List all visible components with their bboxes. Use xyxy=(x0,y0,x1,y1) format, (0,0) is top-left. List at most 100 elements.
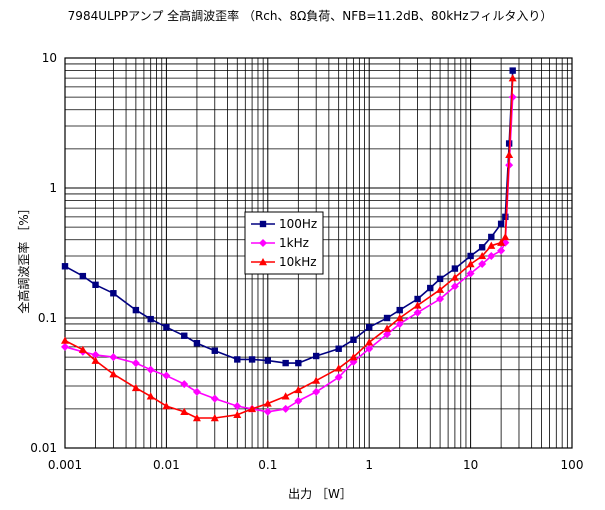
data-point xyxy=(466,269,475,278)
data-point xyxy=(147,315,154,323)
data-point xyxy=(509,67,516,74)
legend-label: 10kHz xyxy=(279,255,317,269)
x-tick-label: 0.1 xyxy=(258,458,277,472)
data-point xyxy=(162,402,171,410)
data-point xyxy=(192,414,201,422)
legend-label: 1kHz xyxy=(279,236,309,250)
data-point xyxy=(413,301,422,309)
data-point xyxy=(248,356,256,363)
data-point xyxy=(451,265,459,272)
data-point xyxy=(350,336,357,343)
chart-title: 7984ULPPアンプ 全高調波歪率 （Rch、8Ω負荷、NFB=11.2dB、… xyxy=(68,8,553,23)
tick-labels: 0.001 0.01 0.1 1 10 100 10 1 0.1 0.01 xyxy=(30,51,583,472)
data-point xyxy=(264,357,271,364)
data-point xyxy=(294,385,303,394)
data-point xyxy=(365,344,374,353)
data-point xyxy=(497,238,506,246)
series-layer xyxy=(61,67,517,422)
data-point xyxy=(312,387,321,396)
x-tick-label: 0.01 xyxy=(153,458,180,472)
series-1kHz xyxy=(61,93,517,416)
data-point xyxy=(365,338,374,346)
data-point xyxy=(334,364,343,372)
data-point xyxy=(508,74,517,82)
series-100Hz xyxy=(61,67,516,367)
data-point xyxy=(295,359,302,367)
data-point xyxy=(497,220,505,228)
data-point xyxy=(91,356,100,364)
data-point xyxy=(502,213,509,221)
data-point xyxy=(488,233,495,241)
legend-item: 100Hz xyxy=(251,217,317,231)
legend: 100Hz 1kHz 10kHz xyxy=(244,211,324,275)
x-tick-label: 1 xyxy=(365,458,373,472)
data-point xyxy=(281,392,290,400)
plot-area xyxy=(64,57,573,449)
data-point xyxy=(478,244,486,251)
data-point xyxy=(282,359,289,367)
data-point xyxy=(233,410,242,419)
data-point xyxy=(413,308,422,317)
y-tick-label: 1 xyxy=(49,181,57,195)
x-tick-label: 10 xyxy=(463,458,478,472)
data-point xyxy=(210,414,219,422)
data-point xyxy=(312,376,321,384)
data-point xyxy=(508,93,517,102)
y-tick-label: 0.01 xyxy=(30,441,57,455)
data-point xyxy=(478,251,487,260)
data-point xyxy=(450,282,459,291)
data-point xyxy=(180,380,189,389)
data-point xyxy=(180,407,189,415)
data-point xyxy=(467,252,474,260)
data-point xyxy=(334,373,343,382)
x-tick-label: 100 xyxy=(561,458,584,472)
data-point xyxy=(146,392,155,400)
data-point xyxy=(163,323,170,331)
series-10kHz xyxy=(61,74,517,422)
data-point xyxy=(248,404,257,413)
data-point xyxy=(349,353,358,361)
legend-label: 100Hz xyxy=(279,217,317,231)
data-point xyxy=(436,295,445,304)
data-point xyxy=(131,359,140,368)
data-point xyxy=(259,220,267,228)
data-point xyxy=(78,345,87,353)
data-point xyxy=(110,290,117,297)
y-tick-label: 10 xyxy=(42,51,57,65)
x-tick-label: 0.001 xyxy=(48,458,82,472)
data-point xyxy=(259,258,267,266)
data-point xyxy=(312,352,320,360)
data-point xyxy=(79,272,87,280)
data-point xyxy=(91,350,100,359)
data-point xyxy=(436,275,444,283)
data-point xyxy=(210,394,219,403)
data-point xyxy=(497,246,506,255)
data-point xyxy=(505,150,514,159)
y-axis-label: 全高調波歪率 ［%］ xyxy=(16,202,31,313)
data-point xyxy=(162,371,171,380)
data-point xyxy=(383,314,391,322)
data-point xyxy=(192,387,201,396)
data-point xyxy=(92,281,99,289)
data-point xyxy=(383,330,392,339)
data-point xyxy=(109,370,118,378)
data-point xyxy=(61,342,69,351)
data-point xyxy=(395,319,404,328)
data-point xyxy=(414,295,421,303)
data-point xyxy=(294,396,303,405)
data-point xyxy=(233,402,242,411)
data-point xyxy=(335,345,342,352)
data-point xyxy=(395,314,404,322)
data-point xyxy=(366,323,373,331)
data-point xyxy=(501,232,510,241)
data-point xyxy=(383,324,392,332)
data-point xyxy=(436,285,445,293)
data-point xyxy=(132,306,140,314)
legend-item: 10kHz xyxy=(251,255,317,269)
data-point xyxy=(193,339,201,347)
x-axis-label: 出力 ［W］ xyxy=(288,487,352,501)
data-point xyxy=(146,365,155,374)
data-point xyxy=(181,332,188,339)
data-point xyxy=(487,241,496,249)
data-point xyxy=(427,284,434,292)
